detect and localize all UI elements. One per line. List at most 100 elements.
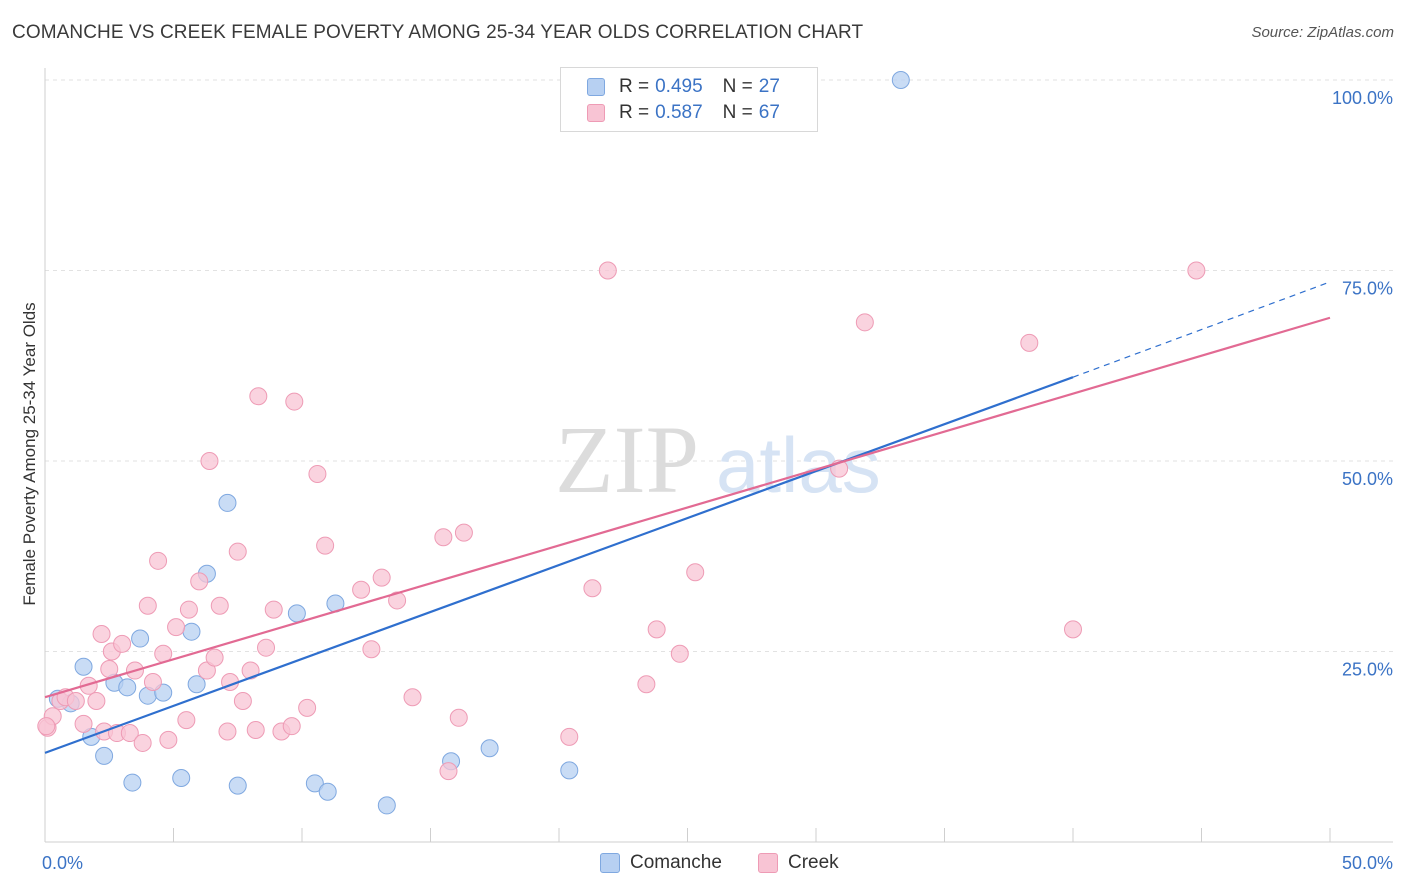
watermark-zip: ZIP	[555, 406, 699, 513]
comanche-point	[228, 776, 247, 795]
creek-point	[167, 618, 186, 637]
comanche-point	[305, 774, 324, 793]
n-label: N =	[722, 76, 753, 97]
creek-point	[1064, 620, 1082, 639]
creek-point	[686, 563, 705, 582]
trend-lines	[44, 281, 1331, 754]
comanche-point	[318, 782, 337, 801]
creek-legend-label: Creek	[788, 852, 839, 873]
legend-row-comanche: R = 0.495 N = 27	[587, 75, 780, 99]
creek-point	[388, 591, 407, 610]
x-tick-label: 50.0%	[1342, 853, 1393, 873]
creek-point	[133, 733, 152, 752]
grid-lines	[45, 79, 1393, 652]
comanche-point	[123, 773, 142, 792]
creek-point	[200, 452, 219, 470]
creek-point	[120, 724, 139, 743]
comanche-point	[480, 739, 499, 758]
creek-point	[308, 464, 327, 483]
stats-legend: R = 0.495 N = 27 R = 0.587 N = 67	[560, 67, 818, 132]
y-tick-label: 25.0%	[1342, 660, 1393, 680]
creek-point	[264, 600, 283, 619]
comanche-trend-extension	[1072, 281, 1331, 378]
creek-swatch	[587, 104, 605, 122]
creek-point	[100, 660, 119, 679]
creek-point	[228, 542, 247, 561]
creek-point	[205, 648, 224, 667]
y-tick-label: 50.0%	[1342, 469, 1393, 489]
n-label: N =	[722, 102, 753, 123]
creek-point	[449, 708, 468, 727]
creek-point	[177, 711, 196, 730]
watermark-atlas: atlas	[716, 421, 881, 509]
y-tick-label: 75.0%	[1342, 279, 1393, 299]
creek-point	[249, 387, 268, 406]
creek-point	[241, 661, 260, 680]
comanche-r-value: 0.495	[655, 76, 703, 97]
creek-point	[855, 313, 874, 332]
creek-point	[670, 644, 689, 663]
comanche-point	[187, 675, 206, 694]
creek-point	[159, 730, 178, 749]
comanche-point	[118, 678, 137, 697]
creek-trend-line	[44, 316, 1331, 699]
creek-point	[282, 717, 301, 736]
comanche-point	[891, 71, 910, 89]
creek-point	[246, 720, 265, 739]
comanche-point	[560, 761, 579, 780]
creek-point	[1020, 333, 1039, 352]
creek-point	[1187, 261, 1206, 280]
creek-point	[74, 714, 93, 733]
comanche-legend-swatch	[600, 853, 620, 873]
comanche-swatch	[587, 78, 605, 96]
creek-r-value: 0.587	[655, 102, 703, 123]
creek-point	[218, 722, 237, 741]
creek-point	[454, 523, 473, 542]
creek-point	[179, 600, 198, 619]
creek-point	[372, 568, 391, 587]
creek-point	[143, 672, 162, 691]
creek-point	[637, 675, 656, 694]
comanche-point	[218, 493, 237, 512]
creek-point	[210, 596, 229, 615]
comanche-trend-line	[44, 376, 1074, 754]
creek-point	[647, 620, 666, 639]
watermark: ZIP atlas	[555, 406, 881, 513]
comanche-point	[74, 657, 93, 676]
chart-title: COMANCHE VS CREEK FEMALE POVERTY AMONG 2…	[12, 22, 864, 43]
comanche-point	[377, 796, 396, 815]
creek-points	[37, 261, 1206, 781]
y-axis-label: Female Poverty Among 25-34 Year Olds	[20, 302, 39, 606]
creek-point	[434, 528, 453, 547]
creek-point	[352, 580, 371, 599]
creek-point	[598, 261, 617, 280]
creek-point	[113, 634, 132, 653]
creek-point	[362, 640, 381, 659]
creek-point	[87, 692, 106, 711]
comanche-point	[95, 746, 114, 765]
r-label: R =	[619, 102, 650, 123]
comanche-point	[172, 768, 191, 787]
creek-point	[233, 692, 252, 711]
creek-point	[92, 624, 111, 643]
creek-point	[149, 551, 168, 570]
creek-point	[316, 536, 335, 555]
creek-point	[403, 688, 422, 707]
comanche-n-value: 27	[758, 76, 780, 97]
r-label: R =	[619, 76, 650, 97]
x-tick-label: 0.0%	[42, 853, 83, 873]
y-tick-label: 100.0%	[1332, 88, 1393, 108]
creek-point	[37, 717, 56, 736]
creek-point	[190, 572, 209, 591]
comanche-point	[131, 629, 150, 648]
creek-point	[138, 596, 157, 615]
comanche-point	[182, 622, 201, 641]
series-legend: Comanche Creek	[0, 852, 1406, 876]
source-credit: Source: ZipAtlas.com	[1251, 24, 1394, 41]
comanche-legend-label: Comanche	[630, 852, 722, 873]
comanche-point	[287, 604, 306, 623]
creek-point	[285, 392, 304, 411]
legend-item-creek: Creek	[758, 852, 839, 874]
creek-legend-swatch	[758, 853, 778, 873]
